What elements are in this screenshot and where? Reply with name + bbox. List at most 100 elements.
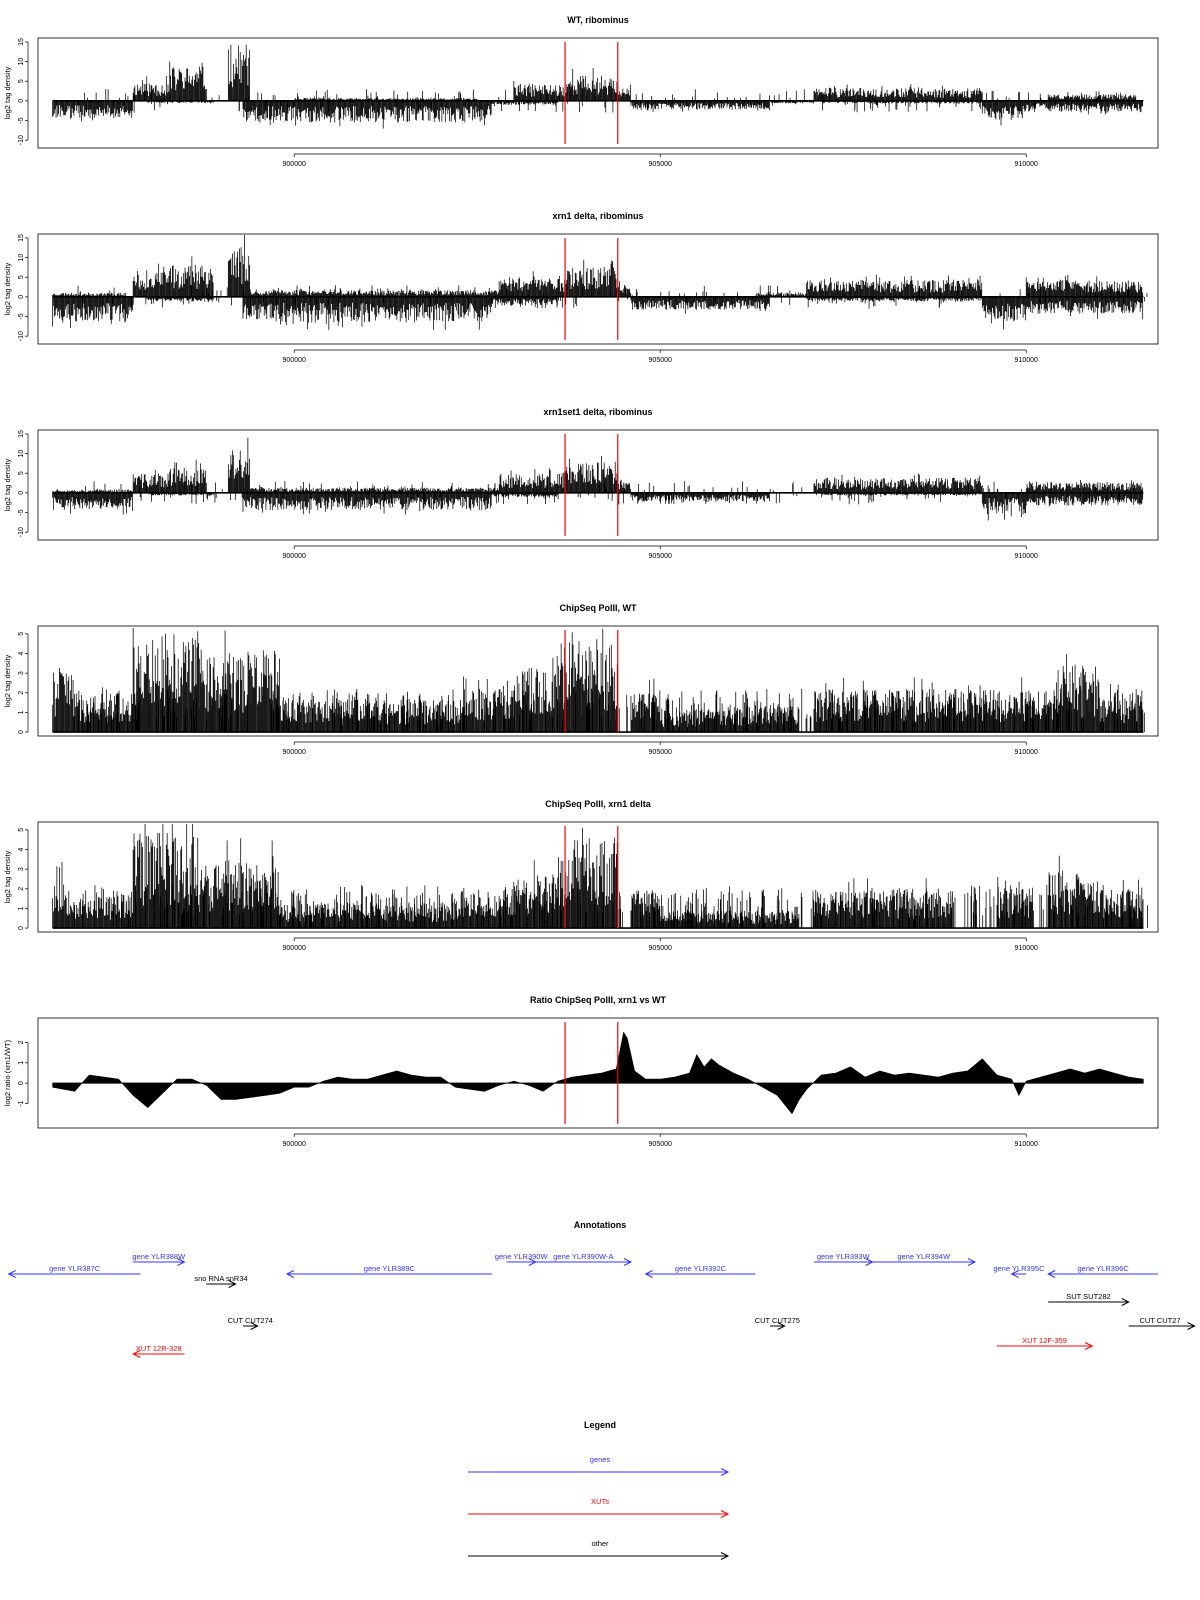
y-tick-label: 3 [18,671,25,675]
y-axis: 0 1 2 3 4 5 [18,828,29,930]
x-tick-label: 900000 [283,357,306,364]
signal-bars [52,627,1145,733]
y-tick-label: 4 [18,651,25,655]
feature-arrow-head [132,1350,141,1358]
signal-bars [52,823,1148,929]
feature-label: sno RNA snR34 [194,1274,247,1283]
annotation-feature: gene YLR390W-A [535,1252,633,1266]
y-tick-label: -1 [18,1100,25,1106]
x-tick-label: 910000 [1015,945,1038,952]
x-tick-label: 910000 [1015,1141,1038,1148]
y-axis: -10 -5 0 5 10 15 [18,38,29,145]
y-tick-label: 0 [18,730,25,734]
feature-arrow-head [250,1322,259,1330]
y-tick-label: 5 [18,79,25,83]
x-axis: 900000 905000 910000 [283,1133,1038,1148]
legend-label: XUTs [591,1497,609,1506]
y-tick-label: 2 [18,691,25,695]
feature-arrow-head [1084,1342,1094,1350]
y-tick-label: 5 [18,471,25,475]
annotation-feature: gene YLR387C [7,1264,141,1278]
annotation-feature: XUT 12R-328 [132,1344,185,1358]
feature-arrow-head [623,1258,633,1266]
x-tick-label: 910000 [1015,553,1038,560]
ratio-area [52,1031,1144,1115]
annotation-feature: gene YLR388W [132,1252,186,1266]
y-tick-label: 15 [18,430,25,438]
plot-frame [37,821,1159,933]
panel-6: Ratio ChipSeq PolII, xrn1 vs WT -1 0 1 2 log2… [3,995,1159,1148]
y-tick-label: -5 [18,117,25,123]
feature-arrow-head [228,1280,237,1288]
y-tick-label: -5 [18,509,25,515]
feature-label: CUT CUT274 [228,1316,273,1325]
y-axis-label: log2 ratio (xrn1/WT) [3,1039,12,1106]
y-tick-label: 10 [18,450,25,458]
x-tick-label: 900000 [283,749,306,756]
y-tick-label: 0 [18,295,25,299]
panel-title: ChipSeq PolII, xrn1 delta [545,799,652,809]
feature-arrow-head [777,1322,786,1330]
x-axis: 900000 905000 910000 [283,741,1038,756]
plot-frame [37,37,1159,149]
annotation-feature: CUT CUT275 [755,1316,800,1330]
y-tick-label: 0 [18,491,25,495]
feature-arrow-head [1047,1270,1056,1278]
panel-title: xrn1 delta, ribominus [552,211,643,221]
feature-label: CUT CUT27 [1139,1316,1180,1325]
feature-arrow-head [644,1270,653,1278]
y-tick-label: -10 [18,331,25,341]
y-tick-label: 10 [18,58,25,66]
plot-frame [37,429,1159,541]
feature-arrow-head [1187,1322,1196,1330]
y-tick-label: -10 [18,135,25,145]
series [52,434,1144,536]
panel-title: WT, ribominus [567,15,629,25]
x-tick-label: 910000 [1015,161,1038,168]
annotation-feature: CUT CUT27 [1128,1316,1196,1330]
y-tick-label: 15 [18,38,25,46]
series [52,235,1148,340]
y-tick-label: 5 [18,828,25,832]
series [52,627,1145,733]
feature-arrow-head [1121,1298,1130,1306]
feature-label: XUT 12F-359 [1022,1336,1067,1345]
y-axis-label: log2 tag density [3,66,12,119]
annotation-feature: gene YLR390W [495,1252,549,1266]
x-axis: 900000 905000 910000 [283,937,1038,952]
legend-arrow-head [720,1468,730,1476]
x-tick-label: 905000 [649,1141,672,1148]
legend: Legend genes XUTs other [468,1420,730,1560]
x-tick-label: 900000 [283,945,306,952]
x-tick-label: 910000 [1015,357,1038,364]
feature-label: gene YLR393W [817,1252,871,1261]
annotation-feature: gene YLR389C [285,1264,492,1278]
legend-arrow-head [720,1552,730,1560]
x-tick-label: 900000 [283,1141,306,1148]
y-tick-label: 5 [18,632,25,636]
panel-title: xrn1set1 delta, ribominus [543,407,652,417]
legend-label: genes [590,1455,611,1464]
feature-arrow-head [285,1270,295,1278]
series [52,42,1144,144]
feature-label: XUT 12R-328 [136,1344,182,1353]
feature-label: gene YLR390W [495,1252,549,1261]
y-tick-label: 10 [18,254,25,262]
panel-title: Ratio ChipSeq PolII, xrn1 vs WT [530,995,667,1005]
x-tick-label: 905000 [649,357,672,364]
feature-label: gene YLR389C [364,1264,416,1273]
legend-label: other [591,1539,609,1548]
feature-label: gene YLR396C [1078,1264,1130,1273]
y-tick-label: 0 [18,926,25,930]
y-axis: -1 0 1 2 [18,1040,29,1107]
annotation-feature: gene YLR395C [993,1264,1045,1278]
legend-item: other [468,1539,730,1560]
panel-4: ChipSeq PolII, WT 0 1 2 3 4 5 log2 tag density 9… [3,603,1159,756]
y-tick-label: 15 [18,234,25,242]
feature-label: gene YLR390W-A [553,1252,613,1261]
feature-arrow-head [1010,1270,1019,1278]
y-tick-label: 0 [18,1081,25,1085]
panel-1: WT, ribominus -10 -5 0 5 10 15 log2 tag density… [3,15,1159,168]
annotation-feature: gene YLR393W [813,1252,874,1266]
